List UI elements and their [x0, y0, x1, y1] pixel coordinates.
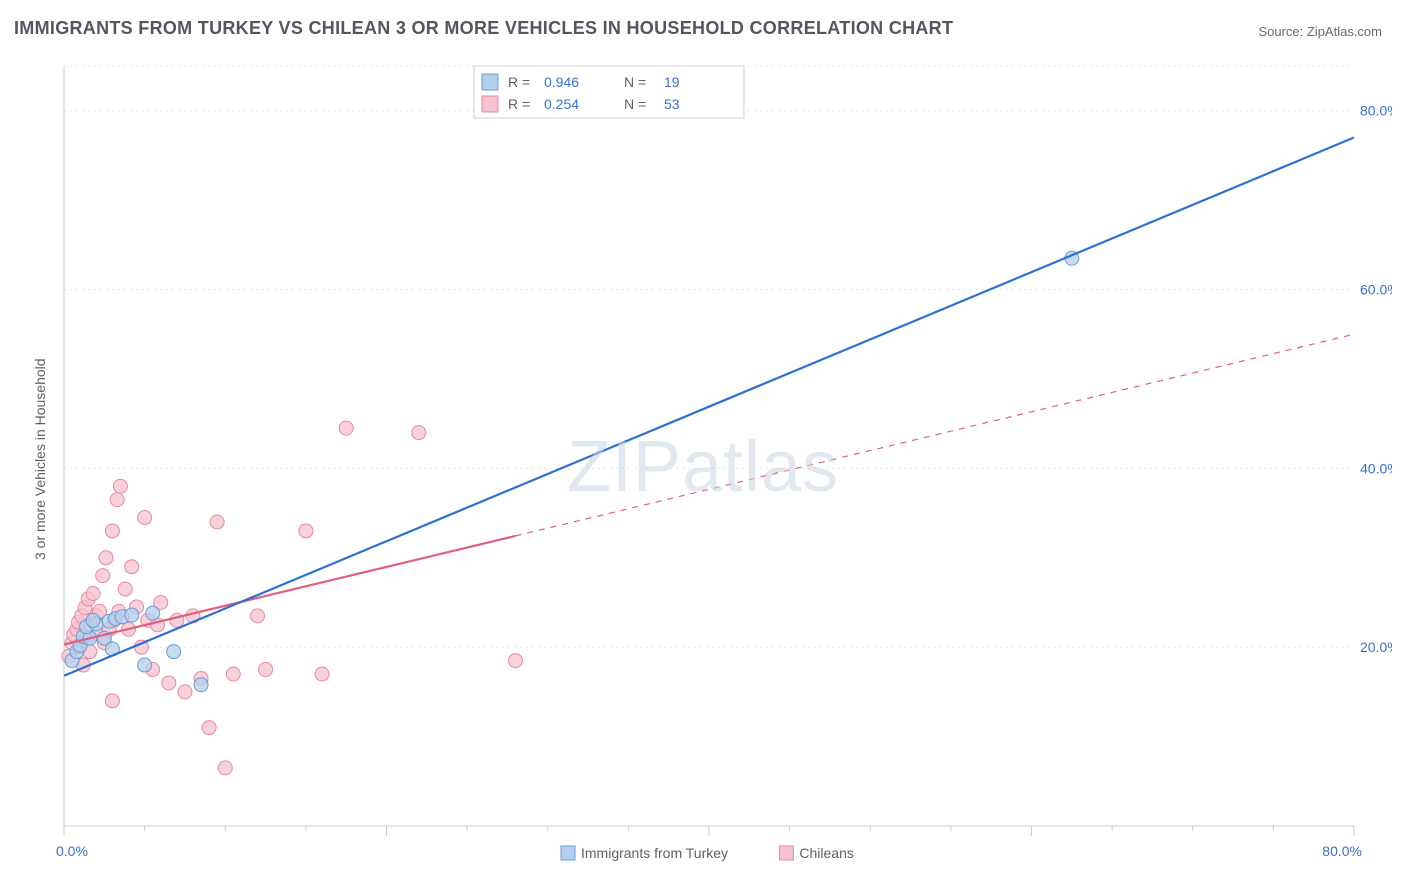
data-point: [162, 676, 176, 690]
data-point: [86, 587, 100, 601]
data-point: [218, 761, 232, 775]
legend-series-label: Chileans: [799, 845, 853, 861]
data-point: [259, 663, 273, 677]
y-tick-label: 40.0%: [1360, 460, 1392, 476]
data-point: [167, 645, 181, 659]
chart-area: ZIPatlas 20.0%40.0%60.0%80.0%0.0%80.0%R …: [14, 56, 1392, 878]
legend-r-value: 0.946: [544, 74, 579, 90]
data-point: [299, 524, 313, 538]
legend-n-label: N =: [624, 96, 646, 112]
data-point: [96, 569, 110, 583]
data-point: [146, 606, 160, 620]
data-point: [125, 560, 139, 574]
data-point: [105, 694, 119, 708]
legend-n-label: N =: [624, 74, 646, 90]
data-point: [251, 609, 265, 623]
chart-title: IMMIGRANTS FROM TURKEY VS CHILEAN 3 OR M…: [14, 18, 953, 39]
y-tick-label: 80.0%: [1360, 103, 1392, 119]
data-point: [412, 426, 426, 440]
data-point: [118, 582, 132, 596]
data-point: [226, 667, 240, 681]
data-point: [138, 511, 152, 525]
source-link[interactable]: ZipAtlas.com: [1307, 24, 1382, 39]
data-point: [125, 608, 139, 622]
legend-swatch: [561, 846, 575, 860]
data-point: [509, 654, 523, 668]
y-axis-label: 3 or more Vehicles in Household: [32, 358, 48, 560]
data-point: [110, 493, 124, 507]
legend-series-label: Immigrants from Turkey: [581, 845, 728, 861]
data-point: [339, 421, 353, 435]
legend-n-value: 19: [664, 74, 680, 90]
data-point: [210, 515, 224, 529]
legend-n-value: 53: [664, 96, 680, 112]
data-point: [86, 613, 100, 627]
legend-swatch: [779, 846, 793, 860]
chart-container: IMMIGRANTS FROM TURKEY VS CHILEAN 3 OR M…: [0, 0, 1406, 892]
regression-line: [64, 138, 1354, 676]
data-point: [194, 678, 208, 692]
data-point: [138, 658, 152, 672]
data-point: [315, 667, 329, 681]
legend-r-value: 0.254: [544, 96, 579, 112]
data-point: [202, 721, 216, 735]
y-tick-label: 60.0%: [1360, 282, 1392, 298]
legend-swatch: [482, 74, 498, 90]
data-point: [178, 685, 192, 699]
data-point: [99, 551, 113, 565]
scatter-chart: 20.0% 40.0% 60.0% 80.0% 0.0% 80.0% R = 0.946 N =…: [14, 56, 1392, 878]
source-label: Source: ZipAtlas.com: [1258, 24, 1382, 39]
data-point: [105, 524, 119, 538]
legend-r-label: R =: [508, 74, 530, 90]
data-point: [113, 479, 127, 493]
legend-swatch: [482, 96, 498, 112]
legend-r-label: R =: [508, 96, 530, 112]
x-tick-label: 0.0%: [56, 843, 88, 859]
source-prefix: Source:: [1258, 24, 1306, 39]
x-tick-label: 80.0%: [1322, 843, 1362, 859]
y-tick-label: 20.0%: [1360, 639, 1392, 655]
